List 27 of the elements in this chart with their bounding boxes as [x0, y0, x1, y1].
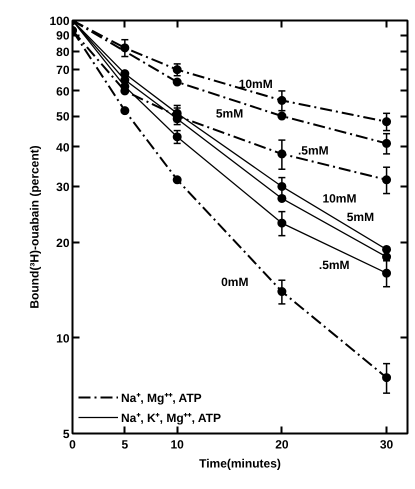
x-tick-label: 30	[380, 438, 394, 452]
annotation: 10mM	[238, 77, 273, 92]
x-axis-title: Time(minutes)	[199, 456, 281, 470]
annotation: .5mM	[298, 143, 329, 158]
y-axis-title: Bound(³H)-ouabain (percent)	[27, 145, 42, 309]
legend-label: Na⁺, Mg⁺⁺, ATP	[121, 390, 202, 406]
y-tick-label: 90	[56, 28, 70, 43]
y-tick-label: 5	[62, 427, 70, 441]
y-tick-label: 100	[49, 14, 70, 28]
annotation: 5mM	[216, 106, 244, 120]
y-tick-label: 70	[56, 63, 70, 78]
annotation: 0mM	[221, 275, 248, 290]
y-tick-label: 80	[56, 44, 70, 59]
y-tick-label: 40	[56, 140, 70, 154]
y-tick-label: 10	[56, 331, 70, 346]
y-tick-label: 50	[56, 110, 70, 124]
legend-label: Na⁺, K⁺, Mg⁺⁺, ATP	[121, 410, 221, 426]
annotation: 5mM	[346, 210, 374, 224]
x-tick-label: 10	[170, 438, 184, 452]
y-tick-label: 30	[56, 180, 70, 194]
y-tick-label: 60	[56, 84, 70, 98]
x-tick-label: 20	[275, 438, 289, 452]
annotation: .5mM	[318, 258, 350, 272]
x-tick-label: 5	[122, 438, 129, 452]
x-tick-label: 0	[69, 438, 76, 452]
y-tick-label: 20	[56, 236, 70, 250]
annotation: 10mM	[322, 191, 356, 206]
